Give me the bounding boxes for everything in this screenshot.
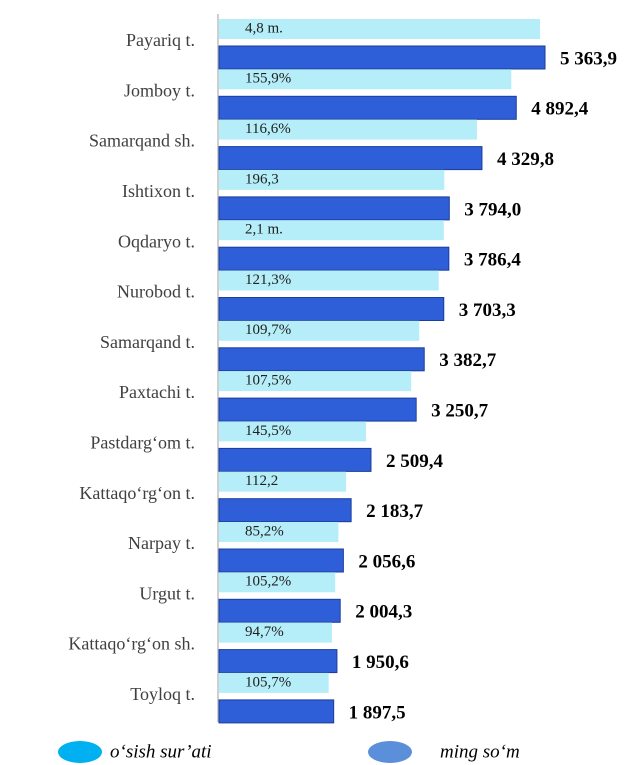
rate-label: 107,5% bbox=[245, 373, 291, 389]
bar bbox=[218, 146, 483, 171]
rate-label-box bbox=[219, 371, 412, 392]
value-label: 3 794,0 bbox=[464, 199, 521, 220]
bar bbox=[218, 246, 450, 271]
rate-label-box bbox=[219, 270, 439, 291]
category-label: Nurobod t. bbox=[117, 282, 195, 302]
rate-label-box bbox=[219, 220, 444, 241]
rate-label-box bbox=[219, 19, 540, 39]
category-label: Payariq t. bbox=[126, 30, 195, 50]
rate-label: 94,7% bbox=[245, 624, 284, 640]
legend-swatch bbox=[368, 741, 412, 763]
rate-label-box bbox=[219, 320, 420, 341]
category-label: Paxtachi t. bbox=[119, 382, 195, 402]
category-label: Samarqand t. bbox=[100, 332, 195, 352]
rate-label-box bbox=[219, 421, 366, 442]
bar bbox=[218, 699, 335, 724]
value-label: 3 786,4 bbox=[464, 250, 522, 271]
rate-label-box bbox=[219, 169, 445, 190]
rate-label-box bbox=[219, 572, 336, 593]
rate-label: 196,3 bbox=[245, 171, 279, 187]
value-label: 4 329,8 bbox=[497, 149, 554, 170]
category-label: Ishtixon t. bbox=[122, 181, 195, 201]
legend-label: ming so‘m bbox=[440, 741, 520, 762]
rate-label: 105,7% bbox=[245, 674, 291, 690]
legend-swatch bbox=[58, 741, 102, 763]
value-label: 5 363,9 bbox=[560, 48, 617, 69]
category-label: Samarqand sh. bbox=[89, 131, 195, 151]
value-label: 1 950,6 bbox=[352, 652, 409, 673]
rate-label: 105,2% bbox=[245, 574, 291, 590]
category-label: Toyloq t. bbox=[130, 684, 195, 704]
bar bbox=[218, 397, 417, 422]
legend-label: o‘sish sur’ati bbox=[110, 741, 212, 762]
rate-label-box bbox=[219, 471, 347, 492]
bar bbox=[218, 347, 425, 372]
category-label: Narpay t. bbox=[128, 533, 195, 553]
bar bbox=[218, 45, 546, 70]
bar bbox=[218, 498, 352, 523]
bar bbox=[218, 548, 344, 573]
value-label: 3 250,7 bbox=[431, 400, 489, 421]
value-label: 4 892,4 bbox=[531, 99, 589, 120]
rate-label: 145,5% bbox=[245, 423, 291, 439]
rate-label-box bbox=[219, 119, 477, 140]
rate-label-box bbox=[219, 622, 332, 643]
rate-label-box bbox=[219, 69, 512, 90]
category-label: Kattaqo‘rg‘on t. bbox=[79, 483, 195, 503]
rate-label: 155,9% bbox=[245, 71, 291, 87]
rate-label: 109,7% bbox=[245, 322, 291, 338]
category-label: Urgut t. bbox=[139, 583, 195, 603]
value-label: 2 183,7 bbox=[366, 501, 424, 522]
rate-label: 85,2% bbox=[245, 523, 284, 539]
bar bbox=[218, 649, 338, 674]
value-label: 1 897,5 bbox=[349, 702, 406, 723]
value-label: 3 703,3 bbox=[459, 300, 516, 321]
bar bbox=[218, 447, 372, 472]
category-label: Oqdaryo t. bbox=[118, 231, 195, 251]
bar bbox=[218, 598, 341, 623]
value-label: 3 382,7 bbox=[439, 350, 497, 371]
rate-label: 4,8 m. bbox=[245, 20, 283, 36]
bar bbox=[218, 95, 517, 120]
value-label: 2 004,3 bbox=[355, 602, 412, 623]
rate-label: 121,3% bbox=[245, 272, 291, 288]
rate-label: 116,6% bbox=[245, 121, 291, 137]
bar bbox=[218, 196, 450, 221]
value-label: 2 509,4 bbox=[386, 451, 444, 472]
bar bbox=[218, 297, 445, 321]
category-label: Kattaqo‘rg‘on sh. bbox=[68, 634, 195, 654]
category-label: Jomboy t. bbox=[124, 80, 195, 100]
rate-label: 2,1 m. bbox=[245, 222, 283, 238]
rate-label-box bbox=[219, 522, 339, 542]
value-label: 2 056,6 bbox=[358, 551, 415, 572]
category-label: Pastdarg‘om t. bbox=[90, 433, 195, 453]
rate-label-box bbox=[219, 672, 329, 693]
rate-label: 112,2 bbox=[245, 473, 278, 489]
